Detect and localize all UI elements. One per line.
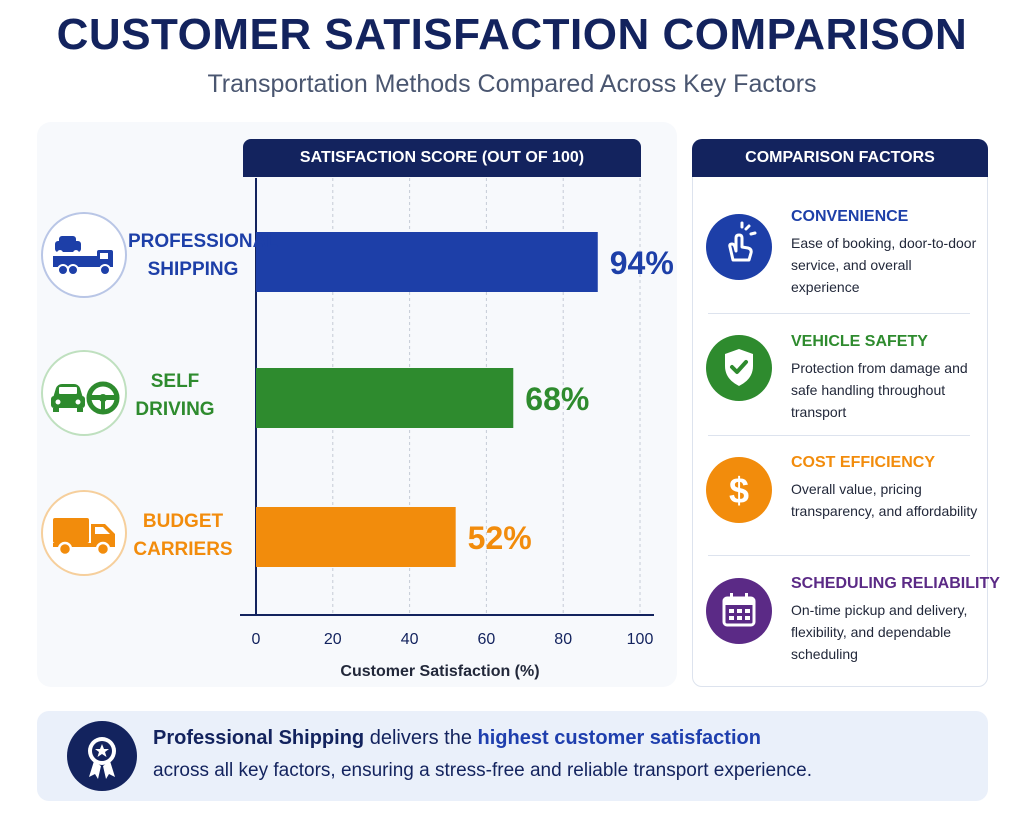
- calendar-icon: [706, 578, 772, 644]
- category-label-professional-shipping: PROFESSIONAL SHIPPING: [128, 228, 278, 284]
- summary-lead: Professional Shipping: [153, 727, 365, 749]
- car-carrier-truck-icon: [41, 212, 127, 298]
- factor-name: SCHEDULING RELIABILITY: [791, 575, 1000, 592]
- factor-divider: [708, 555, 970, 556]
- box-truck-icon: [41, 490, 127, 576]
- bar-value-label: 52%: [468, 520, 532, 556]
- category-label-line: CARRIERS: [133, 539, 233, 560]
- category-label-self-driving: SELF DRIVING: [110, 368, 240, 424]
- bar: [256, 368, 514, 428]
- car-and-steering-wheel-icon: [41, 350, 127, 436]
- factor-divider: [708, 435, 970, 436]
- factor-description: Overall value, pricing transparency, and…: [791, 481, 978, 519]
- factor-name: COST EFFICIENCY: [791, 454, 936, 471]
- svg-text:$: $: [729, 470, 749, 511]
- factor-description: On-time pickup and delivery, flexibility…: [791, 602, 968, 662]
- factor-name: CONVENIENCE: [791, 208, 909, 225]
- page-subtitle: Transportation Methods Compared Across K…: [207, 70, 817, 98]
- bar: [256, 507, 456, 567]
- factor-description: Ease of booking, door-to-door service, a…: [791, 235, 977, 295]
- award-ribbon-icon: [67, 721, 137, 791]
- summary-banner: [37, 711, 988, 801]
- category-label-line: DRIVING: [135, 399, 215, 420]
- tap-hand-icon: [706, 214, 772, 280]
- factor-description: Protection from damage and safe handling…: [791, 360, 968, 420]
- summary-line-1: Professional Shipping delivers the highe…: [153, 727, 761, 750]
- summary-highlight: highest customer satisfaction: [477, 727, 761, 749]
- category-label-line: BUDGET: [142, 511, 224, 532]
- dollar-icon: $: [706, 457, 772, 523]
- bar: [256, 232, 598, 292]
- category-label-line: PROFESSIONAL: [128, 231, 278, 252]
- page-title: CUSTOMER SATISFACTION COMPARISON: [56, 10, 968, 59]
- category-label-line: SELF: [150, 371, 200, 392]
- shield-check-icon: [706, 335, 772, 401]
- x-axis-label: Customer Satisfaction (%): [340, 663, 539, 680]
- x-tick-label: 80: [554, 631, 572, 648]
- category-label-budget-carriers: BUDGET CARRIERS: [118, 508, 248, 564]
- x-tick-label: 60: [478, 631, 496, 648]
- summary-mid: delivers the: [364, 727, 478, 749]
- category-label-line: SHIPPING: [147, 259, 239, 280]
- chart-title: SATISFACTION SCORE (OUT OF 100): [243, 139, 641, 177]
- x-tick-label: 40: [401, 631, 419, 648]
- bar-value-label: 68%: [525, 381, 589, 417]
- bar-value-label: 94%: [610, 245, 674, 281]
- summary-line-2: across all key factors, ensuring a stres…: [153, 760, 812, 781]
- x-tick-label: 0: [252, 631, 261, 648]
- factor-divider: [708, 313, 970, 314]
- factor-name: VEHICLE SAFETY: [791, 333, 928, 350]
- x-tick-label: 20: [324, 631, 342, 648]
- comparison-factors-header: COMPARISON FACTORS: [692, 139, 988, 177]
- x-tick-label: 100: [627, 631, 654, 648]
